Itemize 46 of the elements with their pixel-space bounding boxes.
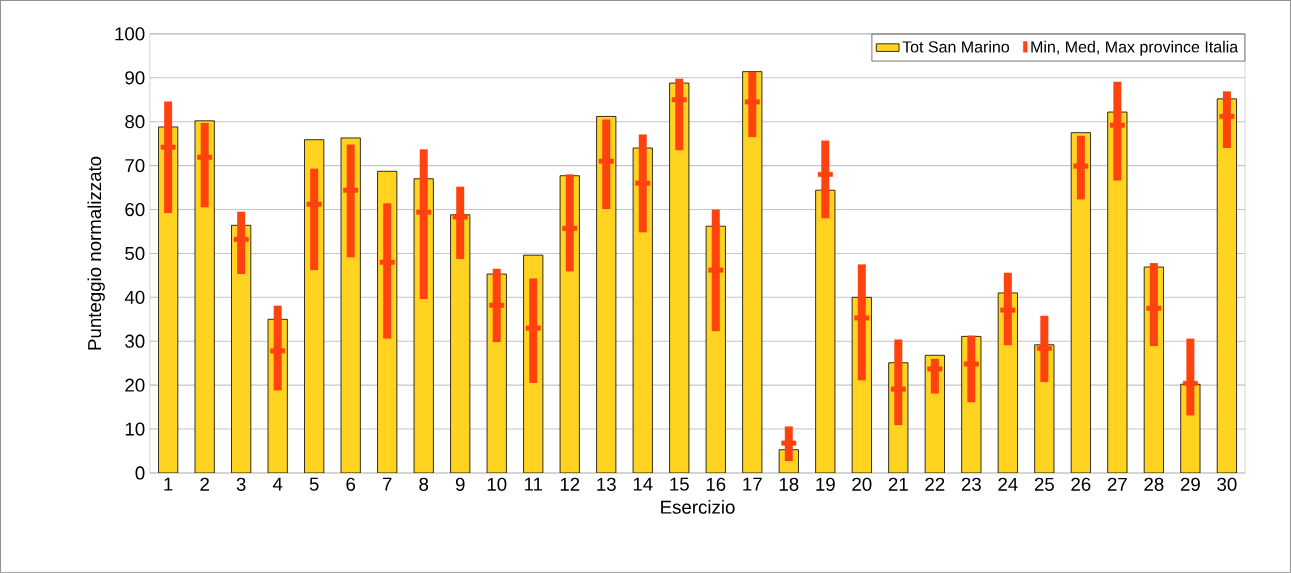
- x-tick-label: 16: [706, 477, 726, 491]
- x-tick-label: 11: [524, 477, 543, 491]
- x-tick-label: 29: [1180, 477, 1200, 491]
- x-tick-label: 13: [597, 477, 616, 491]
- x-tick-label: 24: [998, 477, 1018, 491]
- y-tick-label: 80: [125, 115, 145, 129]
- y-tick-label: 90: [125, 71, 145, 85]
- x-tick-label: 1: [164, 477, 173, 491]
- y-tick-label: 70: [125, 159, 145, 173]
- x-tick-label: 2: [200, 477, 209, 491]
- y-tick-label: 50: [125, 246, 145, 261]
- x-tick-label: 20: [852, 477, 872, 491]
- legend-label: Tot San Marino: [902, 40, 1010, 53]
- x-tick-label: 25: [1034, 477, 1054, 491]
- x-tick-label: 17: [743, 477, 762, 491]
- x-tick-label: 30: [1217, 477, 1237, 491]
- bar: [1216, 98, 1237, 474]
- x-tick-label: 28: [1144, 477, 1164, 491]
- x-tick-label: 3: [236, 477, 246, 491]
- y-tick-label: 40: [124, 290, 145, 305]
- x-tick-label: 10: [487, 477, 507, 491]
- x-tick-label: 22: [925, 477, 945, 491]
- x-tick-label: 21: [888, 477, 908, 491]
- y-axis-title: Punteggio normalizzato: [87, 156, 105, 350]
- x-tick-label: 15: [670, 477, 689, 491]
- x-tick-label: 4: [272, 477, 283, 491]
- y-tick-label: 20: [125, 378, 145, 392]
- x-tick-label: 23: [961, 477, 981, 491]
- x-tick-label: 6: [346, 477, 356, 491]
- x-tick-label: 8: [419, 477, 429, 491]
- y-tick-label: 0: [135, 466, 145, 480]
- y-tick-label: 100: [115, 27, 145, 41]
- y-tick-label: 10: [125, 422, 145, 436]
- x-tick-label: 14: [633, 477, 653, 491]
- y-tick-label: 30: [125, 334, 145, 348]
- legend-label: Min, Med, Max province Italia: [1031, 40, 1239, 56]
- x-tick-label: 18: [779, 477, 799, 491]
- x-tick-label: 27: [1107, 477, 1127, 491]
- x-tick-label: 26: [1071, 477, 1091, 491]
- x-tick-label: 19: [816, 477, 835, 491]
- x-tick-label: 5: [309, 477, 319, 491]
- x-tick-label: 7: [382, 477, 392, 491]
- x-tick-label: 12: [560, 477, 580, 491]
- y-tick-label: 60: [125, 202, 145, 217]
- x-axis-title: Esercizio: [661, 500, 735, 514]
- x-tick-label: 9: [455, 477, 465, 491]
